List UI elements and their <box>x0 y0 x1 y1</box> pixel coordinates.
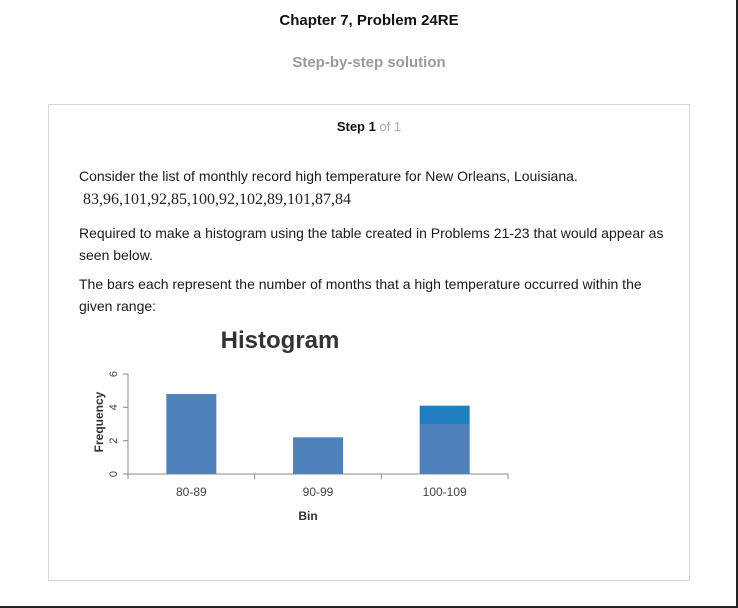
bar-90-99 <box>293 437 343 474</box>
bar-80-89 <box>166 394 217 474</box>
chart-title: Histogram <box>221 327 340 354</box>
chapter-title: Chapter 7, Problem 24RE <box>279 12 459 29</box>
y-tick-label: 4 <box>108 404 120 410</box>
solution-card: Step 1 of 1 Consider the list of monthly… <box>48 104 690 581</box>
histogram-chart: Histogram 0 2 4 6 Frequency 80-89 90-99 100-109 B… <box>92 327 509 523</box>
bar-100-109 <box>419 424 470 474</box>
bar-highlight-100-109 <box>419 405 470 424</box>
x-tick-label: 80-89 <box>176 485 207 499</box>
x-tick-label: 100-109 <box>423 485 467 499</box>
y-tick-label: 6 <box>108 371 120 377</box>
x-axis-label: Bin <box>298 509 317 523</box>
x-tick-label: 90-99 <box>303 485 334 499</box>
paragraph-requirement: Required to make a histogram using the t… <box>79 225 664 263</box>
temperature-list: 83,96,101,92,85,100,92,102,89,101,87,84 <box>83 191 351 208</box>
y-tick-label: 0 <box>108 471 120 477</box>
solution-subtitle: Step-by-step solution <box>292 54 446 71</box>
step-count: of 1 <box>379 119 402 134</box>
paragraph-description: The bars each represent the number of mo… <box>79 276 642 314</box>
step-header: Step 1 of 1 <box>49 119 689 134</box>
step-label: Step 1 <box>336 119 376 134</box>
y-tick-label: 2 <box>108 438 120 444</box>
y-axis-label: Frequency <box>92 391 106 452</box>
paragraph-intro: Consider the list of monthly record high… <box>79 168 578 184</box>
